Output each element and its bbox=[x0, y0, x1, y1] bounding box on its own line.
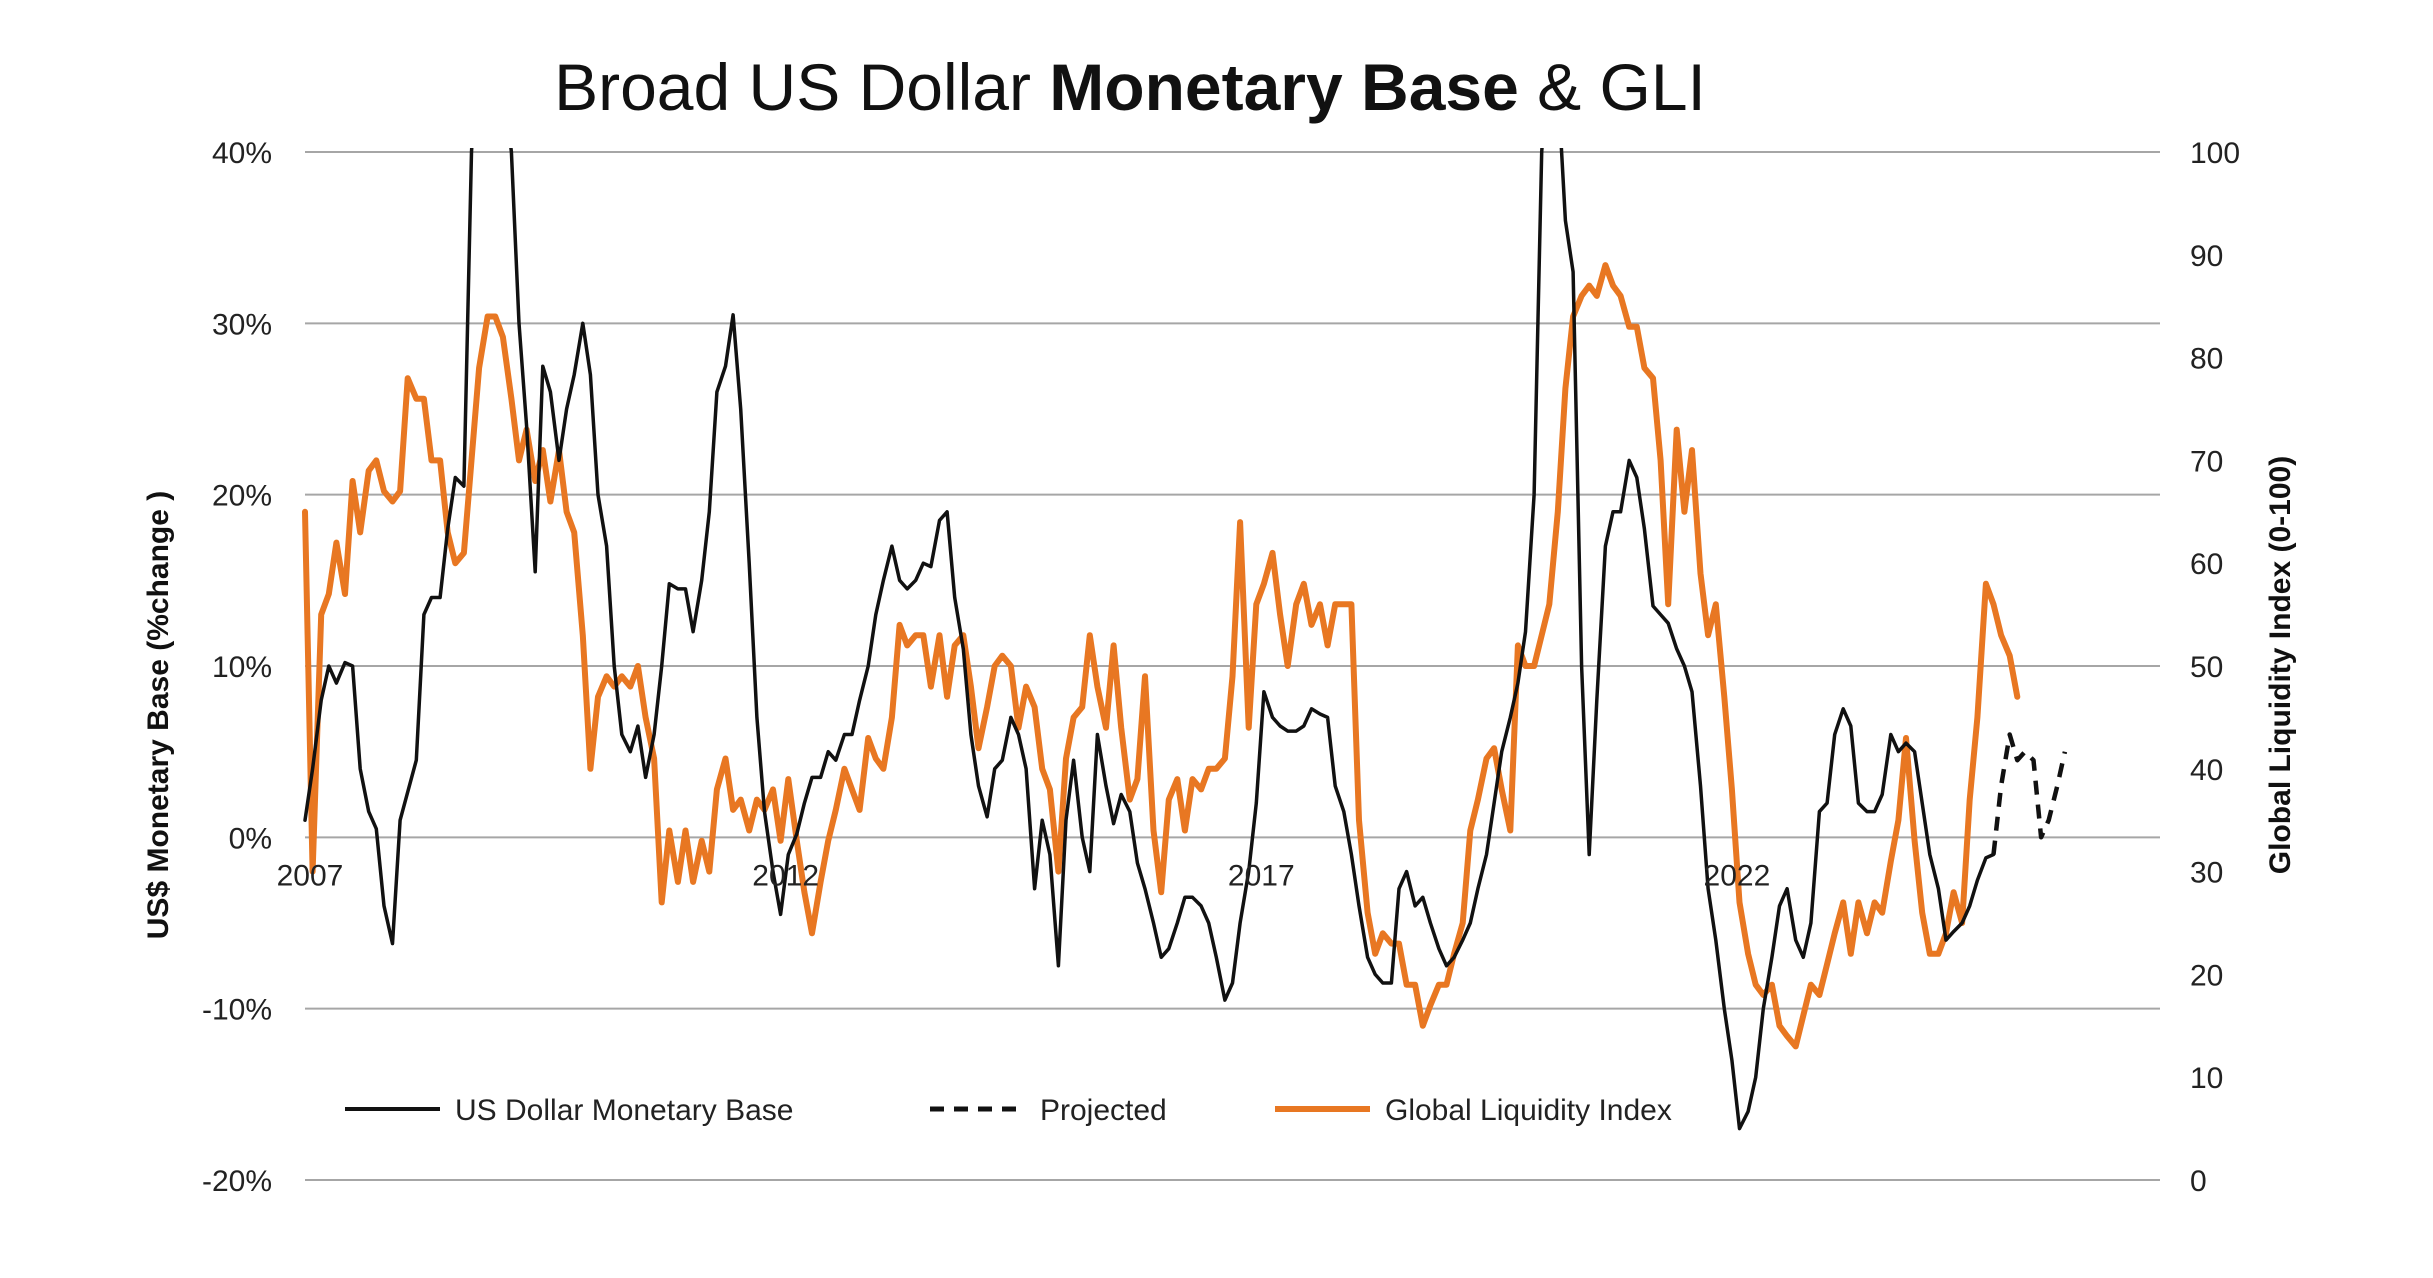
series-line-global-liquidity-index bbox=[302, 262, 2021, 1050]
x-axis-ticks: 2007 2012 2017 2022 bbox=[277, 859, 1771, 892]
y-left-tick-label: 0% bbox=[229, 822, 272, 855]
chart-title-prefix: Broad US Dollar bbox=[554, 50, 1049, 124]
y-right-tick-label: 70 bbox=[2190, 445, 2223, 478]
y-left-tick-label: 20% bbox=[212, 480, 272, 513]
legend: US Dollar Monetary Base Projected Global L… bbox=[345, 1094, 1672, 1127]
legend-label: US Dollar Monetary Base bbox=[455, 1094, 793, 1127]
chart-title-suffix: & GLI bbox=[1519, 50, 1706, 124]
y-axis-left-ticks: 40% 30% 20% 10% 0% -10% -20% bbox=[202, 137, 272, 1198]
y-right-tick-label: 60 bbox=[2190, 548, 2223, 581]
legend-label: Projected bbox=[1040, 1094, 1167, 1127]
y-right-tick-label: 80 bbox=[2190, 343, 2223, 376]
x-tick-label: 2017 bbox=[1228, 859, 1295, 892]
chart-title: Broad US Dollar Monetary Base & GLI bbox=[554, 50, 1706, 124]
legend-label: Global Liquidity Index bbox=[1385, 1094, 1672, 1127]
y-left-tick-label: 10% bbox=[212, 651, 272, 684]
y-right-tick-label: 0 bbox=[2190, 1165, 2207, 1198]
y-right-tick-label: 10 bbox=[2190, 1062, 2223, 1095]
chart-title-bold: Monetary Base bbox=[1049, 50, 1519, 124]
y-right-tick-label: 90 bbox=[2190, 240, 2223, 273]
y-left-tick-label: -20% bbox=[202, 1165, 272, 1198]
y-right-tick-label: 20 bbox=[2190, 959, 2223, 992]
y-axis-right-label: Global Liquidity Index (0-100) bbox=[2264, 456, 2297, 874]
y-right-tick-label: 30 bbox=[2190, 857, 2223, 890]
y-right-tick-label: 100 bbox=[2190, 137, 2240, 170]
y-left-tick-label: 40% bbox=[212, 137, 272, 170]
x-tick-label: 2007 bbox=[277, 859, 344, 892]
y-axis-left-label: US$ Monetary Base (%change ) bbox=[142, 491, 175, 939]
y-right-tick-label: 50 bbox=[2190, 651, 2223, 684]
series-lines bbox=[302, 148, 2068, 1131]
y-left-tick-label: -10% bbox=[202, 994, 272, 1027]
x-tick-label: 2012 bbox=[752, 859, 819, 892]
y-left-tick-label: 30% bbox=[212, 308, 272, 341]
x-tick-label: 2022 bbox=[1704, 859, 1771, 892]
series-line-us-dollar-monetary-base bbox=[303, 148, 1996, 1131]
y-right-tick-label: 40 bbox=[2190, 754, 2223, 787]
